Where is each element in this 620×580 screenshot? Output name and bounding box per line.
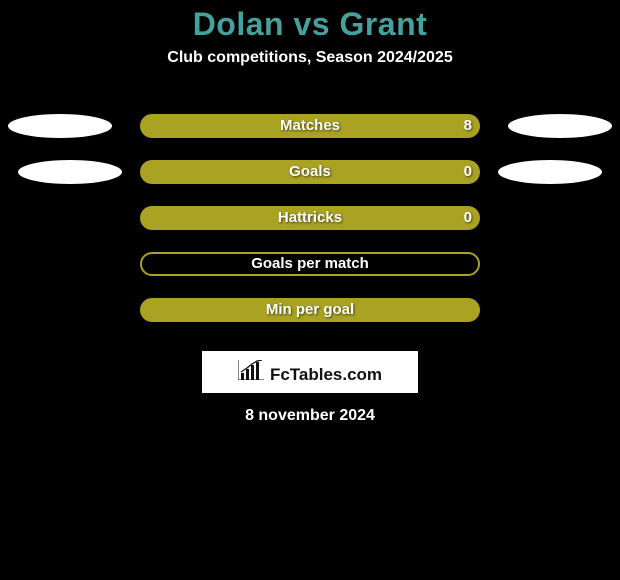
- stat-row: Hattricks0: [0, 195, 620, 241]
- stat-value: 0: [464, 206, 472, 230]
- stat-bar: [140, 160, 480, 184]
- stat-row: Goals per match: [0, 241, 620, 287]
- stat-row: Goals0: [0, 149, 620, 195]
- stat-bar: [140, 298, 480, 322]
- logo-chart-icon: [238, 360, 264, 385]
- page-title: Dolan vs Grant: [0, 0, 620, 43]
- player-a-name: Dolan: [193, 6, 284, 42]
- player-b-name: Grant: [339, 6, 427, 42]
- left-ellipse: [18, 160, 122, 184]
- stat-value: 0: [464, 160, 472, 184]
- logo-box: FcTables.com: [202, 351, 418, 393]
- right-ellipse: [498, 160, 602, 184]
- subtitle: Club competitions, Season 2024/2025: [0, 49, 620, 67]
- comparison-infographic: Dolan vs Grant Club competitions, Season…: [0, 0, 620, 580]
- left-ellipse: [8, 114, 112, 138]
- stat-bar: [140, 114, 480, 138]
- date-line: 8 november 2024: [0, 407, 620, 425]
- stat-row: Min per goal: [0, 287, 620, 333]
- stat-bar: [140, 206, 480, 230]
- stat-bar: [140, 252, 480, 276]
- stats-rows: Matches8Goals0Hattricks0Goals per matchM…: [0, 103, 620, 333]
- stat-row: Matches8: [0, 103, 620, 149]
- vs-separator: vs: [293, 6, 330, 42]
- right-ellipse: [508, 114, 612, 138]
- stat-value: 8: [464, 114, 472, 138]
- logo-text: FcTables.com: [270, 365, 382, 385]
